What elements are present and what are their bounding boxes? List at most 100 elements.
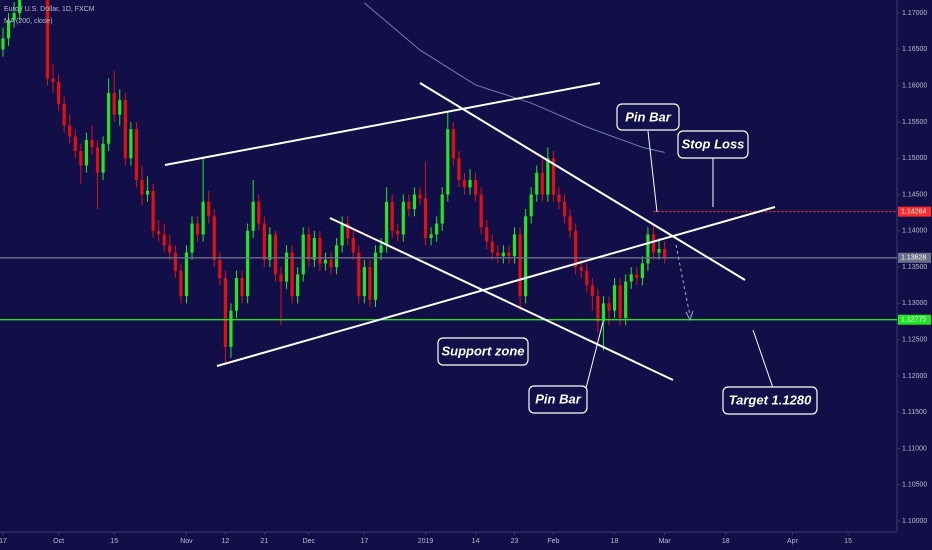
annotation: Pin Bar: [616, 103, 680, 131]
candle-body: [468, 179, 472, 188]
annotation: Stop Loss: [677, 130, 749, 159]
x-tick-label: 12: [221, 538, 229, 545]
trendline: [164, 82, 601, 166]
projection-arrow: [675, 244, 691, 317]
annotation: Target 1.1280: [722, 386, 818, 415]
x-tick-label: Dec: [303, 538, 316, 545]
candle-body: [251, 201, 255, 231]
candle-body: [318, 238, 322, 264]
callout-line: [585, 321, 604, 389]
candle-body: [45, 0, 50, 79]
candle-body: [79, 150, 83, 166]
drawings: [164, 82, 776, 389]
price-label: 1.13628: [901, 255, 926, 262]
price-label: 1.12775: [901, 317, 926, 324]
candle-body: [357, 252, 361, 297]
y-tick-label: 1.10000: [902, 518, 927, 525]
x-tick-label: Oct: [53, 538, 64, 545]
price-label-box: [898, 206, 931, 217]
candle-body: [140, 179, 144, 195]
candle-body: [229, 310, 233, 347]
candle-body: [301, 234, 305, 275]
candle-body: [451, 129, 455, 159]
candle-body: [657, 248, 661, 253]
x-tick-label: 15: [110, 538, 118, 545]
x-tick-label: 23: [511, 538, 519, 545]
price-label-box: [898, 252, 931, 263]
trendline: [329, 217, 674, 381]
candle-body: [145, 190, 150, 195]
price-label: 1.14264: [901, 208, 926, 215]
y-tick-label: 1.16000: [902, 82, 927, 89]
candle-body: [574, 230, 578, 268]
candle-body: [385, 201, 389, 246]
annotation-text: Stop Loss: [682, 136, 745, 151]
candle-body: [323, 259, 328, 264]
candle-body: [123, 100, 127, 159]
x-tick-label: 21: [260, 538, 268, 545]
candle-body: [279, 274, 283, 282]
plot-area: [0, 0, 897, 366]
candle-body: [340, 223, 344, 246]
x-tick-label: 18: [722, 538, 730, 545]
candle-body: [262, 223, 266, 260]
y-tick-label: 1.12500: [902, 337, 927, 344]
candle-body: [95, 147, 100, 173]
candle-body: [423, 198, 428, 239]
candle-body: [457, 158, 461, 180]
y-tick-label: 1.10500: [902, 482, 927, 489]
candle-body: [1, 38, 5, 50]
candle-body: [90, 140, 94, 148]
candle-body: [329, 259, 333, 268]
y-tick-label: 1.16500: [902, 46, 927, 53]
candle-body: [195, 223, 200, 235]
candle-body: [640, 263, 644, 278]
candle-body: [507, 252, 511, 257]
candle-body: [590, 285, 594, 297]
candle-body: [62, 103, 66, 126]
y-tick-label: 1.17000: [902, 10, 927, 17]
candle-body: [624, 281, 628, 318]
candle-body: [618, 285, 622, 318]
annotation: Support zone: [437, 337, 529, 366]
price-label-box: [898, 314, 931, 325]
candle-body: [551, 158, 556, 195]
candle-body: [646, 234, 650, 264]
candle-body: [51, 78, 55, 83]
candle-body: [6, 20, 11, 39]
candle-body: [218, 259, 222, 278]
candle-body: [557, 194, 561, 202]
candle-body: [473, 179, 478, 195]
candle-body: [179, 270, 183, 297]
candle-body: [134, 129, 139, 180]
candle-body: [84, 140, 88, 166]
candle-body: [429, 234, 433, 239]
candle-body: [157, 230, 161, 235]
candle-body: [68, 125, 72, 137]
x-tick-label: Feb: [547, 538, 559, 545]
candle-body: [401, 201, 405, 235]
annotation: Pin Bar: [528, 385, 588, 414]
candle-body: [129, 129, 133, 159]
candle-body: [240, 277, 244, 297]
candle-body: [462, 179, 467, 188]
candle-body: [184, 252, 189, 297]
candle-body: [568, 216, 572, 231]
candle-body: [651, 234, 656, 253]
trendline: [216, 206, 776, 367]
annotation-text: Pin Bar: [625, 109, 671, 124]
candle-body: [151, 190, 155, 231]
candle-body: [479, 194, 483, 228]
callout-line: [752, 329, 774, 389]
candle-body: [512, 234, 517, 257]
candle-body: [635, 274, 639, 278]
candle-body: [234, 277, 239, 311]
candle-body: [368, 267, 372, 300]
candle-body: [190, 223, 194, 253]
candle-body: [496, 252, 500, 257]
candle-body: [101, 143, 105, 173]
x-tick-label: 17: [360, 538, 368, 545]
indicator-label: MA (200, close): [4, 18, 53, 25]
